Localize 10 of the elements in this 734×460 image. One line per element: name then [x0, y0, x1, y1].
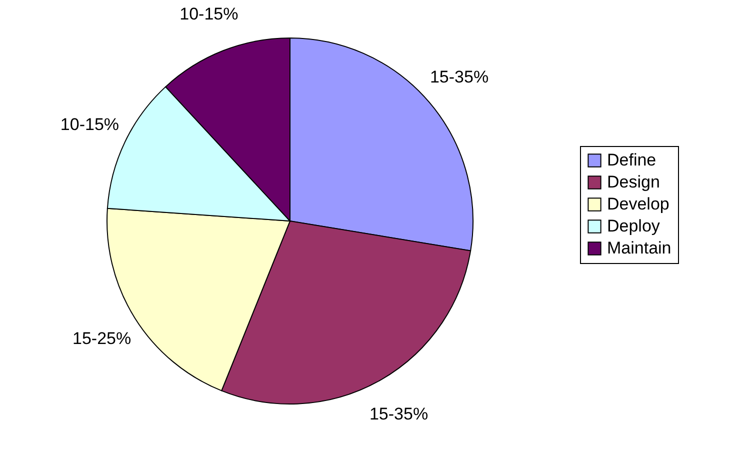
legend-label: Define — [607, 150, 656, 170]
legend-label: Deploy — [607, 216, 660, 236]
text: 15-35% — [430, 67, 489, 86]
text: 15-25% — [72, 328, 132, 348]
text: 10-15% — [180, 4, 238, 24]
legend-label: Develop — [607, 194, 670, 214]
text: 15-35% — [369, 404, 428, 424]
legend-label: Maintain — [607, 238, 672, 258]
text: 10-15% — [60, 115, 120, 134]
legend-label: Design — [607, 172, 660, 192]
